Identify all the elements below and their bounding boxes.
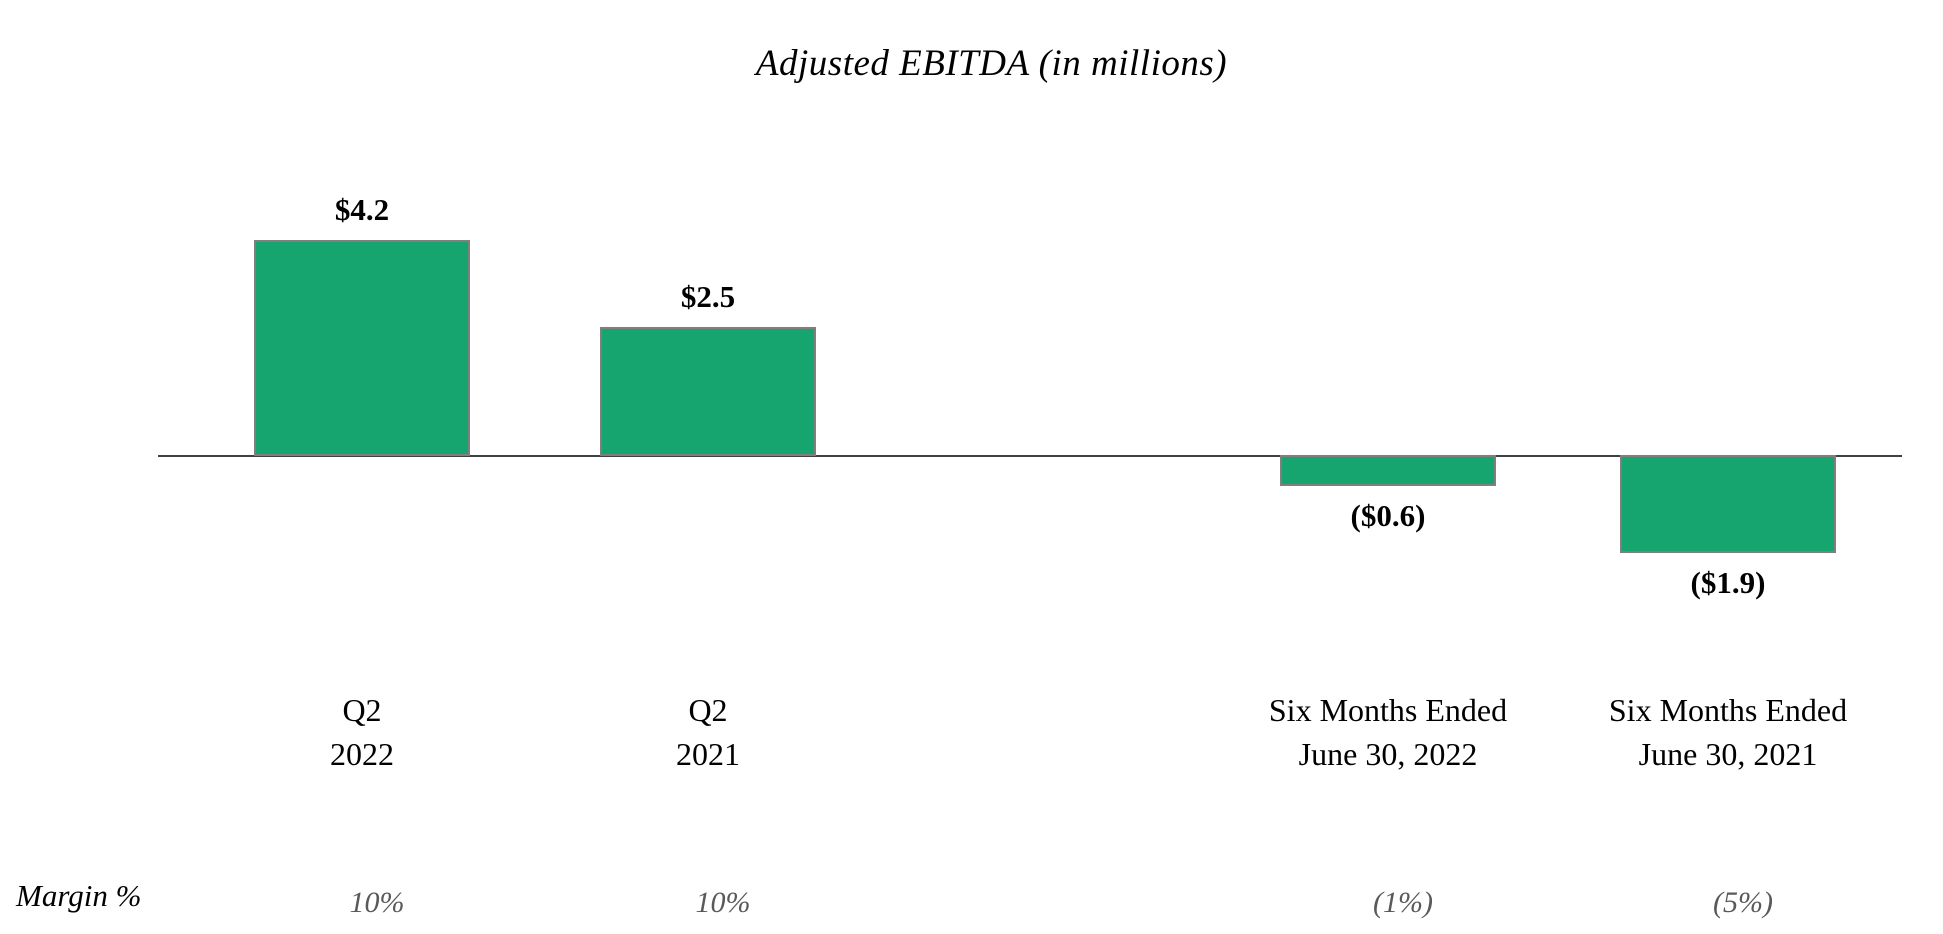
category-label-line1: Six Months Ended (1608, 692, 1848, 728)
category-label-line2: June 30, 2021 (1638, 736, 1818, 772)
value-label-q2-2021: $2.5 (680, 279, 736, 314)
category-label-q2-2022: Q2 2022 (182, 688, 542, 776)
bar-q2-2022 (254, 240, 470, 456)
category-label-line2: June 30, 2022 (1298, 736, 1478, 772)
margin-value-six-months-ended-june-30-2021: (5%) (1713, 886, 1773, 919)
margin-value-six-months-ended-june-30-2022: (1%) (1373, 886, 1433, 919)
margin-row-label: Margin % (16, 878, 142, 913)
margin-value-q2-2021: 10% (695, 886, 751, 919)
chart-title: Adjusted EBITDA (in millions) (755, 43, 1228, 84)
margin-value-q2-2022: 10% (349, 886, 405, 919)
value-label-six-months-ended-june-30-2022: ($0.6) (1350, 498, 1426, 533)
category-label-line1: Q2 (342, 692, 382, 728)
category-label-line2: 2021 (676, 736, 740, 772)
value-label-q2-2022: $4.2 (334, 192, 390, 227)
x-axis-line (158, 455, 1902, 457)
category-label-q2-2021: Q2 2021 (528, 688, 888, 776)
bar-six-months-ended-june-30-2021 (1620, 455, 1836, 553)
category-label-line2: 2022 (330, 736, 394, 772)
category-label-line1: Q2 (688, 692, 728, 728)
value-label-six-months-ended-june-30-2021: ($1.9) (1690, 565, 1766, 600)
bar-six-months-ended-june-30-2022 (1280, 455, 1496, 486)
category-label-six-months-ended-june-30-2022: Six Months Ended June 30, 2022 (1208, 688, 1568, 776)
category-label-line1: Six Months Ended (1268, 692, 1508, 728)
category-label-six-months-ended-june-30-2021: Six Months Ended June 30, 2021 (1548, 688, 1908, 776)
bar-q2-2021 (600, 327, 816, 456)
